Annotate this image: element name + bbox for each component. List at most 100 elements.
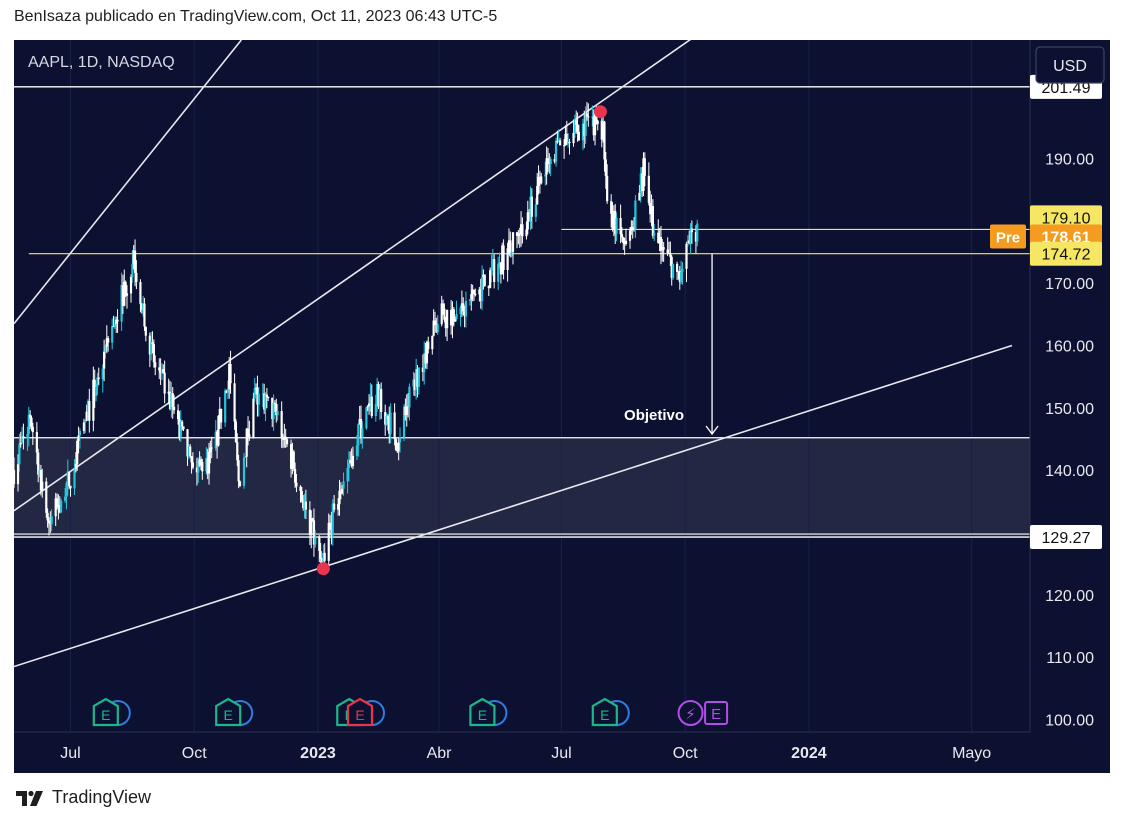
candle-body [245,428,248,457]
price-axis-panel [1030,40,1110,773]
candle-body [421,367,424,373]
earnings-event-glyph: E [600,707,609,723]
earnings-event-icon[interactable] [92,697,119,727]
candle-body [666,249,669,253]
candle-body [658,237,661,243]
earnings-event-glyph: E [478,707,487,723]
candle-body [115,319,118,324]
candle-body [187,446,190,457]
candle-body [595,112,598,125]
earnings-event-icon[interactable] [215,697,242,727]
y-tick-label: 100.00 [1045,713,1094,730]
candle-body [604,159,607,176]
candle-body [553,159,556,162]
candle-body [263,393,266,410]
candle-body [537,176,540,186]
candle-body [355,445,359,456]
candle-body [386,415,390,419]
earnings-event-icon[interactable] [346,697,374,727]
candle-body [615,217,618,234]
candle-body [323,552,326,561]
candle-body [181,421,184,427]
earnings-event-icon[interactable] [469,697,496,727]
candle-body [557,140,560,143]
candle-body [264,394,267,410]
publication-header: BenIsaza publicado en TradingView.com, O… [14,8,498,25]
candle-body [132,250,135,264]
candle-body [600,120,603,140]
price-chart[interactable]: Objetivo100.00110.00120.00130.00140.0015… [14,40,1110,773]
x-tick-label: 2024 [791,745,827,762]
candle-body [479,289,482,301]
candle-body [37,452,40,475]
candle-body [507,240,511,249]
candle-body [374,404,377,417]
chart-area[interactable]: Objetivo100.00110.00120.00130.00140.0015… [14,40,1110,773]
candle-body [210,447,213,449]
candle-body [182,426,185,430]
candle-body [584,113,587,136]
candle-body [236,442,239,461]
candle-body [653,232,656,236]
candle-body [482,274,485,278]
candle-body [394,439,398,450]
candle-body [623,243,626,245]
candle-body [142,303,145,310]
candle-body [501,245,504,275]
candle-body [463,311,466,317]
candle-body [190,456,193,463]
support-zone [14,437,1030,538]
x-tick-label: Jul [60,745,80,762]
dividend-event-icon[interactable] [677,700,704,726]
candle-body [154,362,157,368]
candle-body [252,398,255,439]
candle-body [116,319,119,322]
candle-body [207,451,211,474]
candle-body [670,256,673,278]
candle-body [131,263,134,278]
candle-body [160,369,164,374]
candle-body [198,459,201,466]
currency-button[interactable] [1035,46,1105,84]
candle-body [113,323,116,327]
candle-body [151,342,154,345]
candle-body [256,387,259,405]
candle-body [628,230,632,241]
earnings-event-glyph: E [101,707,110,723]
candle-body [125,293,129,296]
candle-body [253,388,256,399]
candle-body [525,229,528,237]
candle-body [197,465,200,473]
candle-body [59,500,63,513]
earnings-event-icon[interactable] [591,697,618,727]
candle-body [675,263,679,272]
candle-body [86,400,90,412]
earnings-event-icon[interactable] [704,701,729,725]
candle-body [26,433,29,439]
candle-body [549,159,552,165]
candle-body [101,368,104,380]
candle-body [39,469,43,491]
candle-body [228,364,231,390]
candle-body [567,141,570,144]
candle-body [647,175,650,203]
candle-body [689,228,692,244]
candle-body [314,537,317,545]
price-label-text: 201.49 [1042,80,1091,97]
candle-body [380,388,383,413]
candle-body [497,263,500,282]
candle-body [349,460,352,463]
candle-body [412,379,415,387]
candle-body [361,428,364,438]
candle-body [162,369,165,373]
candle-body [480,277,484,301]
candle-body [498,262,501,264]
candle-body [474,293,477,295]
candle-body [94,386,98,396]
candle-body [68,471,71,486]
candle-body [327,522,330,561]
candle-body [517,233,520,236]
candle-body [565,133,568,144]
candle-body [69,485,72,489]
candle-body [338,490,341,505]
